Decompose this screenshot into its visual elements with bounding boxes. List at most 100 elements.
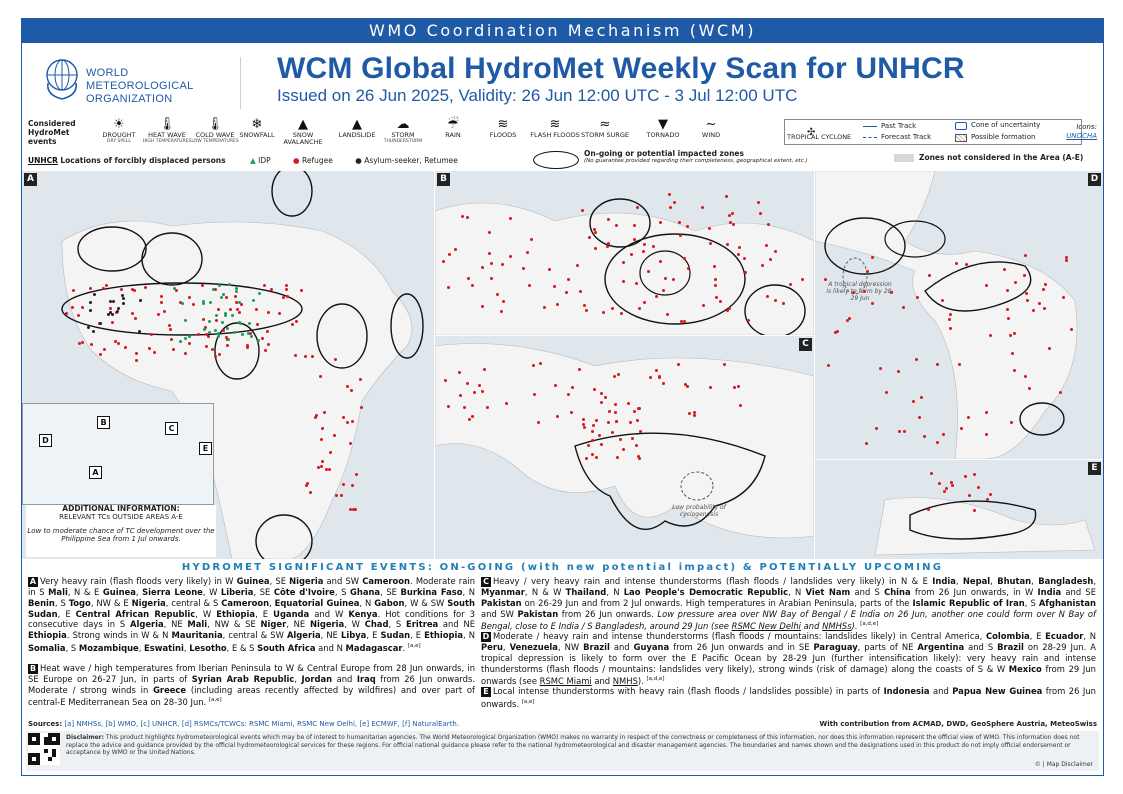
- map-location-marker: [187, 342, 191, 346]
- sources-list[interactable]: [a] NMHSs, [b] WMO, [c] UNHCR, [d] RSMCs…: [62, 720, 460, 728]
- map-location-marker: [607, 241, 611, 245]
- map-location-marker: [251, 298, 255, 302]
- map-location-marker: [1043, 283, 1047, 287]
- map-location-marker: [224, 312, 228, 316]
- map-location-marker: [481, 266, 485, 270]
- text-run: , SE: [269, 576, 290, 586]
- map-location-marker: [632, 238, 636, 242]
- map-location-marker: [632, 409, 636, 413]
- text-run: , N: [462, 587, 475, 597]
- tc-forecast-label: Forecast Track: [881, 133, 932, 141]
- map-location-marker: [657, 374, 661, 378]
- event-body-b: Heat wave / high temperatures from Iberi…: [28, 663, 475, 707]
- text-run: from 26 Jun onwards and in SE: [669, 642, 814, 652]
- map-location-marker: [897, 429, 901, 433]
- map-location-marker: [315, 414, 319, 418]
- map-location-marker: [233, 331, 237, 335]
- map-location-marker: [637, 306, 641, 310]
- map-location-marker: [917, 416, 921, 420]
- map-location-marker: [774, 298, 778, 302]
- map-location-marker: [738, 404, 742, 408]
- map-location-marker: [172, 287, 176, 291]
- not-considered-swatch: [894, 154, 914, 162]
- reference-link[interactable]: RSMC New Delhi: [731, 621, 801, 632]
- map-location-marker: [107, 313, 111, 316]
- map-location-marker: [187, 295, 191, 299]
- map-location-marker: [92, 330, 96, 334]
- map-location-marker: [638, 406, 642, 410]
- text-run: , S: [65, 642, 79, 653]
- map-location-marker: [99, 322, 103, 326]
- reference-link[interactable]: NMHSs: [822, 621, 852, 632]
- map-location-marker: [1022, 274, 1026, 278]
- map-location-marker: [249, 331, 253, 335]
- text-run: Low pressure area over NW Bay of Bengal …: [481, 608, 1096, 632]
- events-title-line: events: [28, 137, 57, 146]
- map-location-marker: [1023, 374, 1027, 378]
- map-location-marker: [537, 420, 541, 424]
- text-run: and: [591, 676, 613, 687]
- event-label-a: A: [28, 577, 38, 587]
- map-location-marker: [327, 467, 331, 471]
- map-location-marker: [1013, 280, 1017, 284]
- map-location-marker: [138, 329, 142, 333]
- map-location-marker: [323, 411, 327, 415]
- map-location-marker: [121, 294, 125, 298]
- map-location-marker: [965, 263, 969, 267]
- place-name: Brazil: [997, 642, 1024, 652]
- map-location-marker: [666, 312, 670, 316]
- map-location-marker: [466, 277, 470, 280]
- map-location-marker: [101, 286, 105, 290]
- place-name: Mali: [187, 619, 208, 630]
- reference-link[interactable]: NMHS: [612, 676, 638, 687]
- map-location-marker: [202, 302, 206, 306]
- event-label-b: B: [28, 664, 38, 674]
- map-location-marker: [231, 314, 235, 318]
- map-disclaimer-link[interactable]: © | Map Disclaimer: [1034, 761, 1093, 769]
- map-location-marker: [203, 328, 207, 332]
- map-location-marker: [889, 290, 893, 294]
- legend-event-label: COLD WAVE: [195, 131, 235, 139]
- map-location-marker: [443, 378, 447, 382]
- map-location-marker: [210, 348, 214, 352]
- inset-label-b: B: [97, 416, 110, 429]
- event-body-c: Heavy / very heavy rain and intense thun…: [481, 576, 1096, 631]
- map-c-svg: [435, 336, 814, 559]
- map-location-marker: [663, 276, 667, 280]
- map-location-marker: [224, 296, 228, 300]
- map-location-marker: [227, 282, 231, 286]
- contribution: With contribution from ACMAD, DWD, GeoSp…: [819, 720, 1097, 728]
- map-location-marker: [200, 283, 204, 287]
- map-location-marker: [290, 322, 294, 326]
- map-location-marker: [662, 289, 666, 293]
- map-location-marker: [764, 243, 768, 247]
- unocha-link[interactable]: UNOCHA: [1066, 132, 1097, 140]
- banner: WMO Coordination Mechanism (WCM): [22, 19, 1103, 43]
- text-run: and SW: [323, 576, 363, 586]
- map-location-marker: [608, 410, 612, 414]
- impacted-zone-swatch: [533, 151, 579, 169]
- map-location-marker: [1024, 291, 1028, 295]
- map-location-marker: [582, 422, 586, 426]
- addinfo-sub: RELEVANT TCs OUTSIDE AREAS A-E: [59, 513, 183, 521]
- map-location-marker: [636, 418, 640, 422]
- map-location-marker: [941, 298, 945, 302]
- map-location-marker: [920, 396, 924, 400]
- tc-past-label: Past Track: [881, 122, 917, 130]
- text-run: ,: [138, 642, 145, 653]
- text-run: , NE: [286, 619, 310, 630]
- place-name: Islamic Republic of Iran: [912, 597, 1025, 608]
- map-location-marker: [349, 507, 353, 511]
- events-legend-title: Considered HydroMet events: [28, 119, 76, 146]
- map-location-marker: [683, 319, 687, 323]
- inset-label-a: A: [89, 466, 102, 479]
- map-location-marker: [607, 218, 611, 222]
- place-name: South Africa: [257, 642, 316, 653]
- place-name: Afghanistan: [1038, 597, 1096, 608]
- page: WMO Coordination Mechanism (WCM) WORLD M…: [21, 18, 1104, 776]
- map-location-marker: [616, 456, 620, 460]
- reference-link[interactable]: RSMC Miami: [539, 676, 592, 687]
- map-location-marker: [848, 316, 852, 320]
- map-location-marker: [668, 193, 672, 197]
- map-location-marker: [123, 345, 127, 349]
